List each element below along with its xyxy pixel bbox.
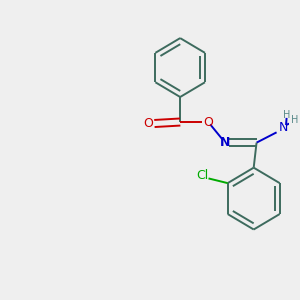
Text: O: O (203, 116, 213, 128)
Text: N: N (279, 122, 288, 134)
Text: N: N (220, 136, 230, 149)
Text: O: O (143, 117, 153, 130)
Text: Cl: Cl (196, 169, 208, 182)
Text: H: H (291, 115, 298, 125)
Text: H: H (284, 110, 291, 120)
